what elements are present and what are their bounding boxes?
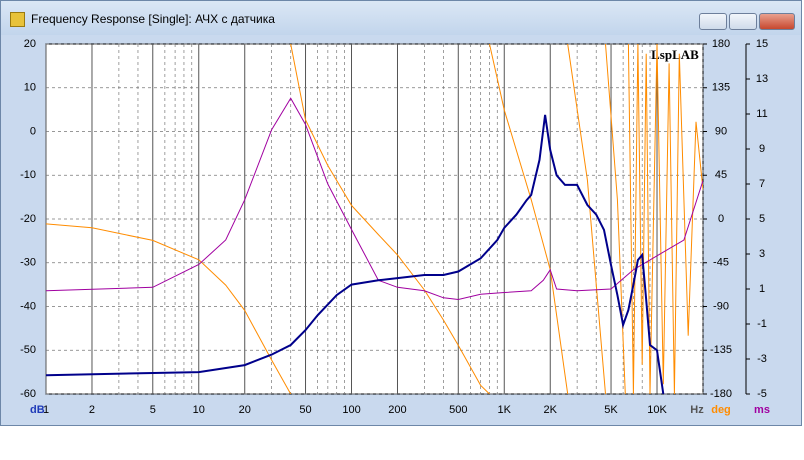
title-bar: Frequency Response [Single]: АЧХ с датчи… bbox=[1, 1, 801, 35]
y2-axis-label: deg bbox=[711, 404, 731, 416]
x-axis-label: Hz bbox=[690, 404, 704, 416]
x-tick-label: 2K bbox=[544, 404, 558, 416]
y3-tick-label: 5 bbox=[759, 213, 765, 225]
y3-tick-label: 15 bbox=[756, 38, 768, 50]
x-tick-label: 20 bbox=[239, 404, 251, 416]
app-icon bbox=[10, 12, 25, 27]
x-tick-label: 5 bbox=[150, 404, 156, 416]
y2-tick-label: -135 bbox=[710, 344, 732, 356]
y3-tick-label: 9 bbox=[759, 143, 765, 155]
x-tick-label: 10 bbox=[193, 404, 205, 416]
y2-tick-label: 45 bbox=[715, 169, 727, 181]
close-button[interactable] bbox=[759, 13, 795, 30]
y-tick-label: 20 bbox=[24, 38, 36, 50]
y3-tick-label: 3 bbox=[759, 248, 765, 260]
y2-tick-label: 135 bbox=[712, 82, 730, 94]
y2-tick-label: 90 bbox=[715, 125, 727, 137]
y-tick-label: -50 bbox=[20, 344, 36, 356]
y-tick-label: -40 bbox=[20, 300, 36, 312]
y3-tick-label: -3 bbox=[757, 353, 767, 365]
x-tick-label: 200 bbox=[388, 404, 406, 416]
y3-tick-label: 1 bbox=[759, 283, 765, 295]
x-tick-label: 5K bbox=[604, 404, 618, 416]
x-tick-label: 500 bbox=[449, 404, 467, 416]
x-tick-label: 2 bbox=[89, 404, 95, 416]
y3-tick-label: -1 bbox=[757, 318, 767, 330]
y-axis-label: dB bbox=[30, 404, 45, 416]
y2-tick-label: 0 bbox=[718, 213, 724, 225]
x-tick-label: 1K bbox=[498, 404, 512, 416]
y2-tick-label: 180 bbox=[712, 38, 730, 50]
x-tick-label: 50 bbox=[299, 404, 311, 416]
y-tick-label: 10 bbox=[24, 82, 36, 94]
minimize-button[interactable] bbox=[699, 13, 727, 30]
y-tick-label: -30 bbox=[20, 257, 36, 269]
watermark: LspLAB bbox=[651, 47, 699, 62]
series-line bbox=[46, 97, 703, 301]
series-line bbox=[46, 44, 703, 394]
y-tick-label: -20 bbox=[20, 213, 36, 225]
maximize-button[interactable] bbox=[729, 13, 757, 30]
series-line bbox=[46, 114, 665, 394]
y2-tick-label: -90 bbox=[713, 300, 729, 312]
y3-axis-label: ms bbox=[754, 404, 770, 416]
window-title: Frequency Response [Single]: АЧХ с датчи… bbox=[31, 12, 275, 26]
y3-tick-label: 13 bbox=[756, 73, 768, 85]
y3-tick-label: 7 bbox=[759, 178, 765, 190]
x-tick-label: 1 bbox=[43, 404, 49, 416]
y2-tick-label: -180 bbox=[710, 388, 732, 400]
y-tick-label: -10 bbox=[20, 169, 36, 181]
x-tick-label: 10K bbox=[647, 404, 667, 416]
y-tick-label: -60 bbox=[20, 388, 36, 400]
y3-tick-label: 11 bbox=[756, 108, 767, 120]
x-tick-label: 100 bbox=[342, 404, 360, 416]
y-tick-label: 0 bbox=[30, 125, 36, 137]
y3-tick-label: -5 bbox=[757, 388, 767, 400]
y2-tick-label: -45 bbox=[713, 257, 729, 269]
